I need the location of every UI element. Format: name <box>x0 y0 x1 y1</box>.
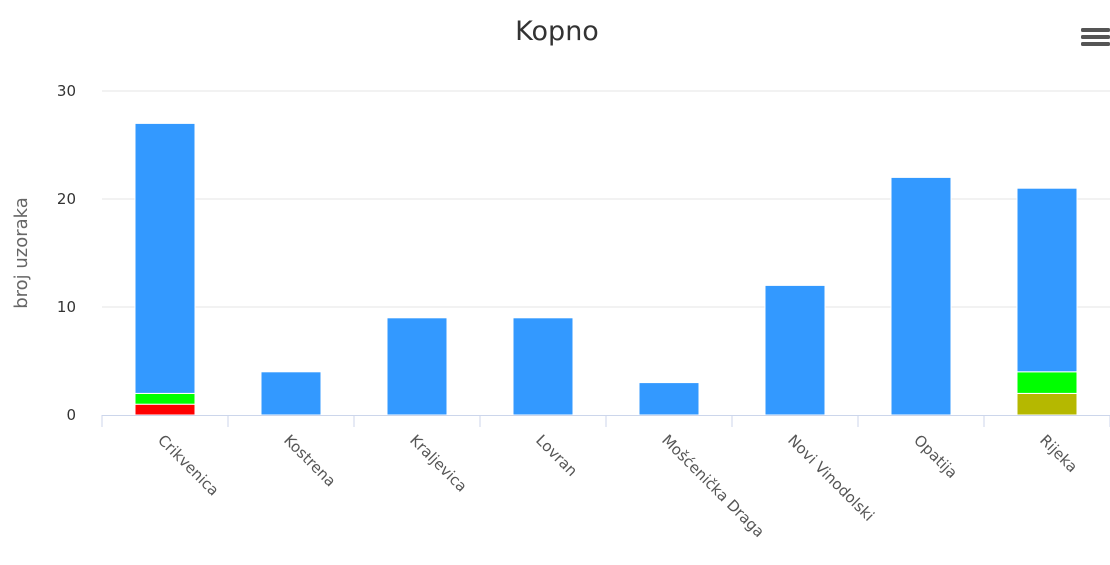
chart-title: Kopno <box>515 16 599 47</box>
y-tick-label: 20 <box>57 190 76 208</box>
bars <box>134 122 1078 416</box>
bar-segment <box>1016 392 1078 416</box>
x-tick-label: Rijeka <box>1036 431 1081 476</box>
bar-segment <box>512 317 574 416</box>
bar-segment <box>134 392 196 405</box>
bar-segment <box>260 371 322 416</box>
bar-segment <box>134 122 196 394</box>
x-tick-label: Mošćenička Draga <box>658 431 768 541</box>
x-tick-label: Lovran <box>532 431 581 480</box>
bar-segment <box>134 403 196 416</box>
bar-segment <box>386 317 448 416</box>
bar-segment <box>638 382 700 416</box>
bar-segment <box>890 176 952 416</box>
bar-segment <box>1016 187 1078 373</box>
bar-segment <box>764 284 826 416</box>
y-tick-label: 10 <box>57 298 76 316</box>
x-tick-label: Novi Vinodolski <box>784 431 878 525</box>
y-tick-label: 30 <box>57 82 76 100</box>
x-axis <box>101 415 1110 427</box>
bar-segment <box>1016 371 1078 394</box>
hamburger-menu-icon <box>1081 28 1110 46</box>
x-tick-label: Crikvenica <box>154 431 222 499</box>
x-tick-label: Opatija <box>910 431 961 482</box>
chart-menu-button[interactable] <box>1076 22 1110 52</box>
grid-lines <box>102 90 1110 308</box>
x-axis-labels: Crikvenica Kostrena Kraljevica Lovran Mošćen… <box>154 431 1081 541</box>
x-tick-label: Kraljevica <box>406 431 471 496</box>
y-tick-label: 0 <box>66 406 76 424</box>
y-axis-label: broj uzoraka <box>11 197 32 309</box>
y-axis-ticks: 0 10 20 30 <box>57 82 76 424</box>
x-tick-label: Kostrena <box>280 431 339 490</box>
